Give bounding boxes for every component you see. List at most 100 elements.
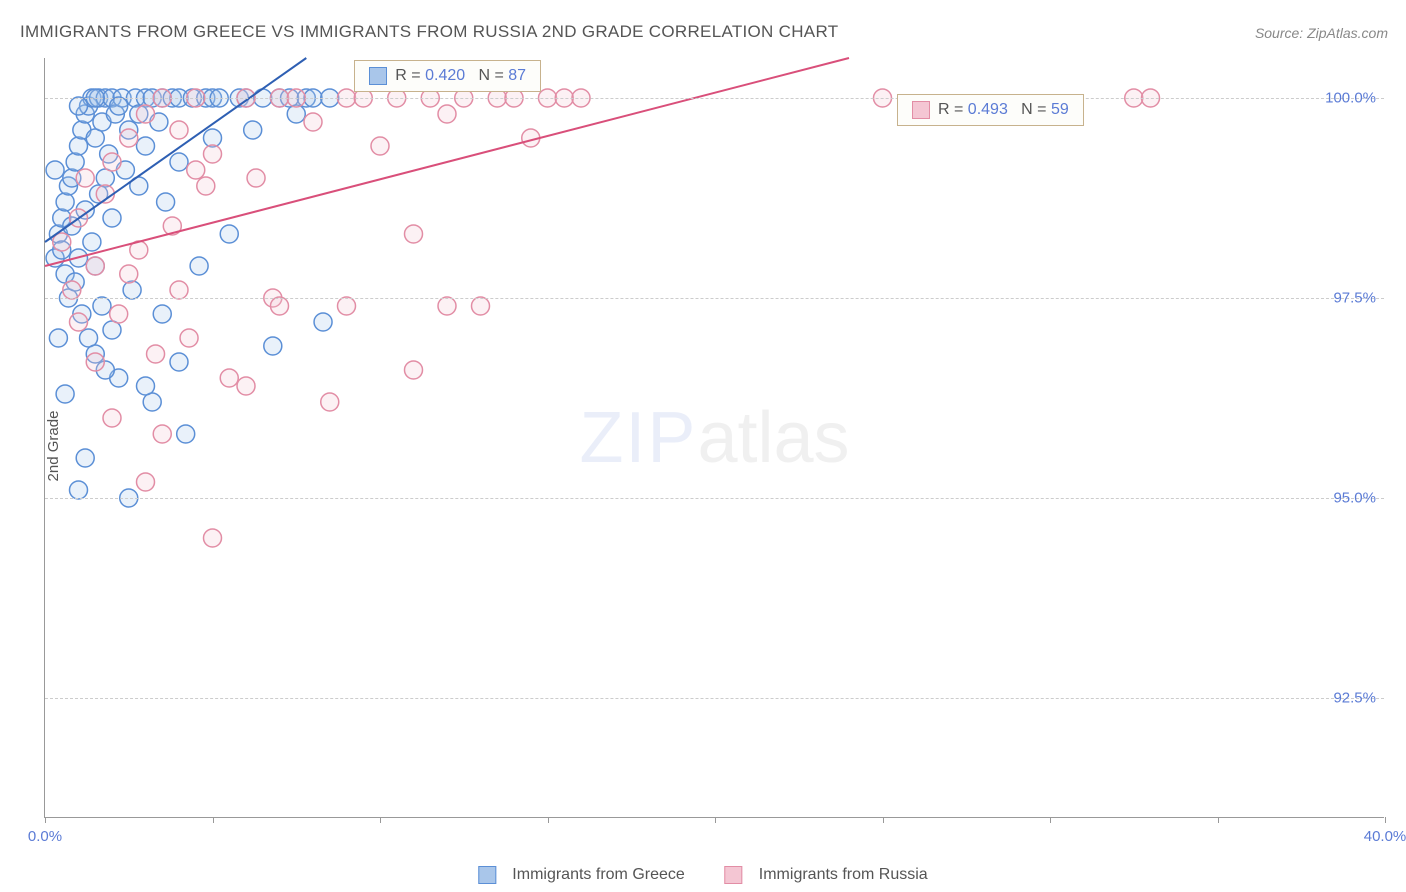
legend-swatch-greece [478,866,496,884]
data-point-russia [472,297,490,315]
legend-item-greece: Immigrants from Greece [478,866,684,884]
data-point-russia [86,257,104,275]
data-point-greece [56,193,74,211]
gridline-h [45,298,1384,299]
data-point-greece [244,121,262,139]
data-point-russia [170,281,188,299]
data-point-russia [63,281,81,299]
y-tick-label: 95.0% [1333,490,1376,507]
data-point-greece [76,449,94,467]
data-point-russia [204,529,222,547]
data-point-greece [137,377,155,395]
data-point-greece [264,337,282,355]
data-point-greece [66,153,84,171]
data-point-greece [190,257,208,275]
data-point-russia [180,329,198,347]
n-label: N = [465,67,508,84]
correlation-box-greece: R = 0.420 N = 87 [354,60,541,92]
data-point-greece [46,161,64,179]
x-tick [45,817,46,823]
data-point-russia [137,105,155,123]
data-point-greece [123,281,141,299]
data-point-russia [237,377,255,395]
x-tick [1218,817,1219,823]
data-point-russia [321,393,339,411]
data-point-russia [110,305,128,323]
data-point-russia [103,409,121,427]
source-attribution: Source: ZipAtlas.com [1255,25,1388,41]
r-label: R = [395,67,425,84]
data-point-russia [120,129,138,147]
data-point-russia [304,113,322,131]
data-point-russia [153,425,171,443]
bottom-legend: Immigrants from Greece Immigrants from R… [478,866,927,884]
data-point-russia [405,361,423,379]
correlation-box-russia: R = 0.493 N = 59 [897,94,1084,126]
data-point-russia [438,297,456,315]
data-point-greece [70,137,88,155]
chart-title: IMMIGRANTS FROM GREECE VS IMMIGRANTS FRO… [20,22,838,42]
data-point-russia [103,153,121,171]
legend-label-greece: Immigrants from Greece [512,866,684,884]
data-point-russia [70,313,88,331]
data-point-greece [153,305,171,323]
scatter-svg [45,58,1384,817]
r-value: 0.493 [968,101,1008,118]
data-point-greece [56,385,74,403]
data-point-greece [177,425,195,443]
legend-label-russia: Immigrants from Russia [759,866,928,884]
data-point-greece [170,153,188,171]
data-point-russia [187,161,205,179]
data-point-russia [76,169,94,187]
source-label: Source: [1255,25,1303,41]
legend-item-russia: Immigrants from Russia [725,866,928,884]
data-point-greece [110,97,128,115]
gridline-h [45,498,1384,499]
x-tick [715,817,716,823]
x-tick [1050,817,1051,823]
data-point-greece [70,481,88,499]
data-point-russia [137,473,155,491]
data-point-greece [220,225,238,243]
n-label: N = [1008,101,1051,118]
data-point-greece [314,313,332,331]
data-point-russia [204,145,222,163]
corr-swatch [369,67,387,85]
x-tick-label: 0.0% [28,828,62,845]
data-point-russia [120,265,138,283]
n-value: 87 [508,67,526,84]
data-point-greece [70,97,88,115]
x-tick-label: 40.0% [1364,828,1406,845]
data-point-russia [438,105,456,123]
y-tick-label: 100.0% [1325,90,1376,107]
chart-plot-area: ZIPatlas 92.5%95.0%97.5%100.0%0.0%40.0%R… [44,58,1384,818]
data-point-russia [338,297,356,315]
data-point-greece [103,209,121,227]
data-point-russia [247,169,265,187]
gridline-h [45,98,1384,99]
data-point-greece [170,353,188,371]
r-value: 0.420 [425,67,465,84]
x-tick [380,817,381,823]
data-point-russia [147,345,165,363]
n-value: 59 [1051,101,1069,118]
data-point-russia [271,297,289,315]
data-point-greece [157,193,175,211]
r-label: R = [938,101,968,118]
data-point-greece [83,233,101,251]
data-point-greece [49,329,67,347]
y-tick-label: 92.5% [1333,690,1376,707]
data-point-russia [405,225,423,243]
x-tick [883,817,884,823]
corr-swatch [912,101,930,119]
data-point-russia [197,177,215,195]
gridline-h [45,698,1384,699]
data-point-russia [170,121,188,139]
y-tick-label: 97.5% [1333,290,1376,307]
source-value: ZipAtlas.com [1307,25,1388,41]
data-point-russia [86,353,104,371]
legend-swatch-russia [725,866,743,884]
data-point-russia [371,137,389,155]
data-point-russia [220,369,238,387]
x-tick [548,817,549,823]
